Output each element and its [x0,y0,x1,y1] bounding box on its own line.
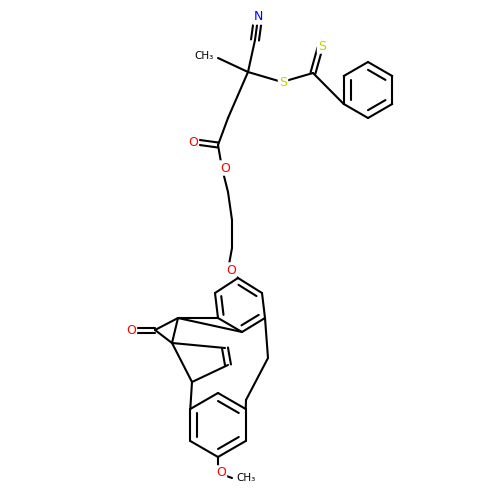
Text: CH₃: CH₃ [236,473,256,483]
Text: O: O [216,466,226,479]
Text: O: O [188,136,198,148]
Text: CH₃: CH₃ [195,51,214,61]
Text: O: O [226,264,236,276]
Text: S: S [279,76,287,88]
Text: O: O [126,324,136,336]
Text: S: S [318,40,326,52]
Text: O: O [220,162,230,174]
Text: N: N [254,10,262,24]
